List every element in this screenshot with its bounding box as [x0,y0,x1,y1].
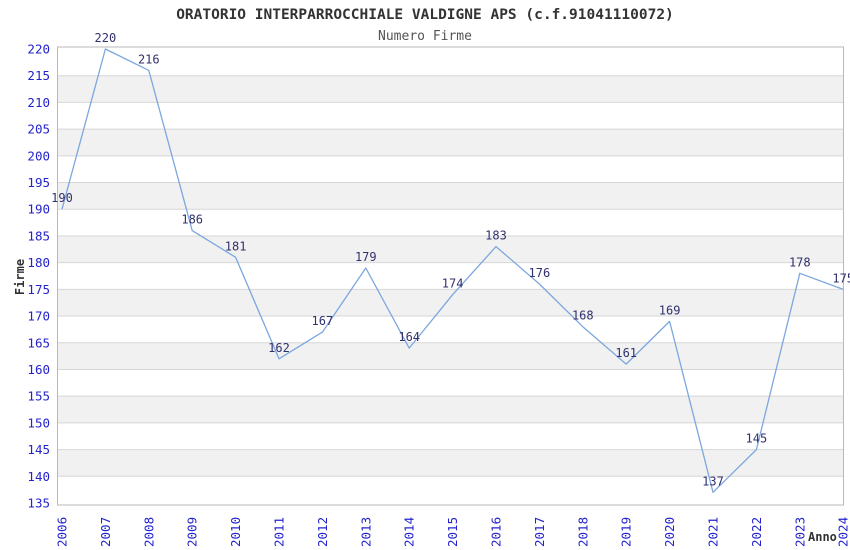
data-label: 174 [442,277,464,291]
plot-band [57,235,844,263]
chart-subtitle: Numero Firme [378,29,472,44]
data-label: 175 [832,271,850,285]
y-tick-label: 170 [27,309,50,324]
data-label: 164 [398,330,420,344]
chart-title: ORATORIO INTERPARROCCHIALE VALDIGNE APS … [176,7,674,23]
plot-band [57,342,844,370]
y-tick-label: 140 [27,469,50,484]
data-label: 190 [51,191,73,205]
data-label: 161 [615,346,637,360]
data-label: 137 [702,474,724,488]
x-axis-title: Anno [808,530,837,544]
x-tick-label: 2015 [445,517,460,547]
data-label: 168 [572,309,594,323]
y-tick-label: 195 [27,175,50,190]
plot-band [57,182,844,210]
x-tick-label: 2018 [575,517,590,547]
y-tick-label: 185 [27,228,50,243]
data-label: 220 [95,31,117,45]
x-tick-label: 2024 [836,517,850,547]
y-tick-label: 200 [27,148,50,163]
plot-border [57,46,844,506]
data-label: 162 [268,341,290,355]
y-tick-label: 165 [27,335,50,350]
y-tick-label: 175 [27,282,50,297]
y-tick-label: 160 [27,362,50,377]
data-label: 179 [355,250,377,264]
x-tick-label: 2013 [358,517,373,547]
x-tick-label: 2008 [141,517,156,547]
y-tick-label: 190 [27,202,50,217]
data-label: 145 [746,432,768,446]
plot-band [57,129,844,156]
y-tick-label: 210 [27,95,50,110]
x-tick-label: 2012 [315,517,330,547]
y-tick-label: 145 [27,442,50,457]
plot-band [57,449,844,477]
y-tick-label: 150 [27,415,50,430]
x-tick-label: 2020 [662,517,677,547]
data-label: 181 [225,239,247,253]
data-label: 178 [789,255,811,269]
x-tick-label: 2010 [228,517,243,547]
plot-band [57,75,844,103]
data-label: 186 [181,213,203,227]
series-line [61,48,844,493]
x-tick-label: 2023 [792,517,807,547]
x-tick-label: 2019 [619,517,634,547]
y-tick-label: 205 [27,122,50,137]
x-tick-label: 2006 [55,517,70,547]
data-label: 176 [529,266,551,280]
y-tick-label: 135 [27,496,50,511]
y-tick-label: 180 [27,255,50,270]
x-tick-label: 2014 [402,517,417,547]
x-tick-label: 2022 [749,517,764,547]
data-label: 216 [138,52,160,66]
x-tick-label: 2009 [185,517,200,547]
y-axis-title: Firme [13,259,27,295]
y-tick-label: 215 [27,68,50,83]
plot-area: 1351401451501551601651701751801851901952… [27,31,850,547]
plot-band [57,396,844,423]
data-label: 183 [485,229,507,243]
y-tick-label: 155 [27,389,50,404]
y-tick-label: 220 [27,42,50,57]
x-tick-label: 2011 [272,517,287,547]
data-label: 167 [312,314,334,328]
x-tick-label: 2017 [532,517,547,547]
x-tick-label: 2016 [489,517,504,547]
x-tick-label: 2021 [706,517,721,547]
x-tick-label: 2007 [98,517,113,547]
plot-band [57,289,844,317]
data-label: 169 [659,303,681,317]
